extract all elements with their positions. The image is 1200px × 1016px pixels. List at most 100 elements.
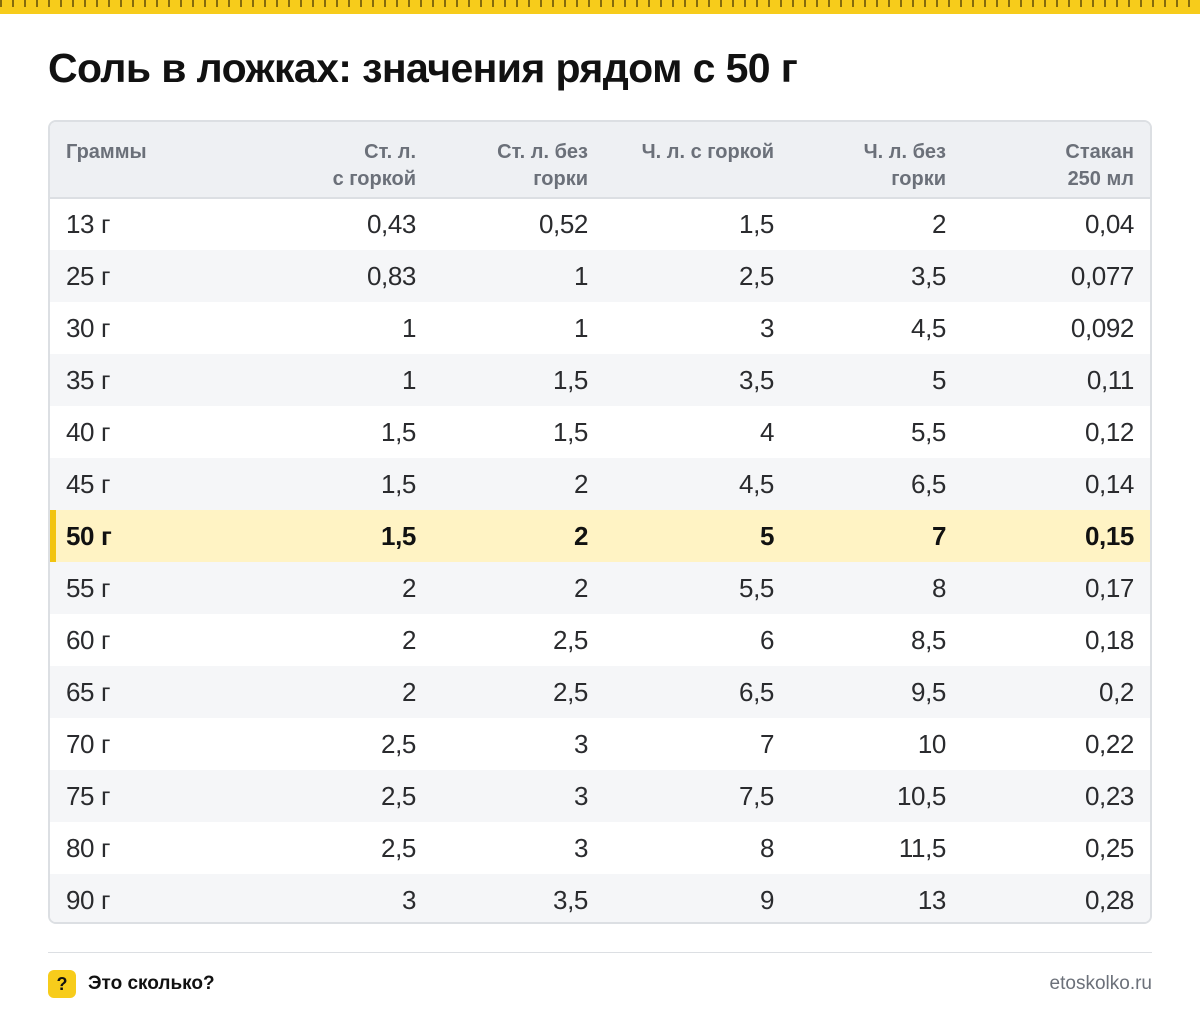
header-line: Граммы bbox=[66, 141, 147, 163]
value-cell: 0,17 bbox=[1084, 572, 1134, 603]
grams-cell: 13 г bbox=[66, 209, 111, 239]
value-cell: 6,5 bbox=[739, 676, 774, 707]
grams-cell: 50 г bbox=[50, 510, 236, 562]
table-row: 35 г 1 1,5 3,5 5 0,11 bbox=[50, 354, 1150, 406]
grams-cell: 60 г bbox=[66, 624, 111, 655]
value-cell: 0,22 bbox=[1084, 728, 1134, 759]
grams-cell: 65 г bbox=[66, 676, 111, 707]
grams-cell: 45 г bbox=[66, 468, 111, 499]
grams-cell: 40 г bbox=[66, 416, 111, 447]
table-row: 13 г 0,43 0,52 1,5 2 0,04 bbox=[50, 198, 1150, 250]
table-row: 90 г 3 3,5 9 13 0,28 bbox=[50, 874, 1150, 922]
value-cell: 0,14 bbox=[1084, 468, 1134, 499]
value-cell: 3 bbox=[573, 780, 588, 811]
value-cell: 1,5 bbox=[739, 209, 774, 239]
value-cell: 6,5 bbox=[911, 468, 946, 499]
value-cell: 9,5 bbox=[911, 676, 946, 707]
value-cell: 11,5 bbox=[898, 832, 946, 863]
grams-cell: 75 г bbox=[66, 780, 111, 811]
value-cell: 0,18 bbox=[1084, 624, 1134, 655]
brand: ? Это сколько? bbox=[48, 969, 215, 999]
value-cell: 2 bbox=[573, 572, 588, 603]
value-cell: 3 bbox=[573, 728, 588, 759]
value-cell: 3 bbox=[759, 312, 774, 343]
table-row: 60 г 2 2,5 6 8,5 0,18 bbox=[50, 614, 1150, 666]
grams-cell: 55 г bbox=[66, 572, 111, 603]
value-cell: 2,5 bbox=[381, 832, 416, 863]
header-line: горки bbox=[891, 168, 946, 190]
value-cell: 1 bbox=[573, 312, 588, 343]
column-header-glass-250ml: Стакан 250 мл bbox=[962, 122, 1150, 199]
value-cell: 2 bbox=[401, 572, 416, 603]
value-cell: 10,5 bbox=[896, 780, 946, 811]
value-cell: 0,15 bbox=[1084, 520, 1134, 551]
value-cell: 0,23 bbox=[1084, 780, 1134, 811]
value-cell: 2,5 bbox=[553, 624, 588, 655]
grams-cell: 30 г bbox=[66, 312, 111, 343]
value-cell: 1 bbox=[573, 260, 588, 291]
value-cell: 0,28 bbox=[1084, 884, 1134, 915]
value-cell: 7,5 bbox=[739, 780, 774, 811]
header-line: 250 мл bbox=[1067, 168, 1134, 190]
value-cell: 0,43 bbox=[366, 209, 416, 239]
header-line: Ст. л. без bbox=[497, 141, 588, 163]
value-cell: 3,5 bbox=[739, 364, 774, 395]
value-cell: 8 bbox=[931, 572, 946, 603]
value-cell: 0,2 bbox=[1099, 676, 1134, 707]
value-cell: 2 bbox=[573, 520, 588, 551]
column-header-teaspoon-heaped: Ч. л. с горкой bbox=[604, 122, 790, 199]
value-cell: 2 bbox=[573, 468, 588, 499]
value-cell: 0,04 bbox=[1084, 209, 1134, 239]
value-cell: 7 bbox=[931, 520, 946, 551]
brand-name: Это сколько? bbox=[88, 973, 215, 994]
value-cell: 0,12 bbox=[1084, 416, 1134, 447]
value-cell: 8 bbox=[759, 832, 774, 863]
header-row: Граммы Ст. л. с горкой Ст. л. без горки … bbox=[50, 122, 1150, 199]
value-cell: 5,5 bbox=[911, 416, 946, 447]
table-row: 80 г 2,5 3 8 11,5 0,25 bbox=[50, 822, 1150, 874]
value-cell: 5 bbox=[759, 520, 774, 551]
value-cell: 3,5 bbox=[911, 260, 946, 291]
value-cell: 10 bbox=[917, 728, 947, 759]
ruler-strip bbox=[0, 0, 1200, 14]
header-line: Ст. л. bbox=[364, 141, 416, 163]
question-mark-icon: ? bbox=[48, 970, 76, 998]
table-row-highlighted: 50 г 1,5 2 5 7 0,15 bbox=[50, 510, 1150, 562]
value-cell: 2,5 bbox=[381, 780, 416, 811]
header-line: Ч. л. с горкой bbox=[641, 141, 774, 163]
conversion-table-card: Граммы Ст. л. с горкой Ст. л. без горки … bbox=[48, 120, 1152, 924]
column-header-grams: Граммы bbox=[50, 122, 236, 199]
column-header-tablespoon-heaped: Ст. л. с горкой bbox=[236, 122, 432, 199]
column-header-tablespoon-level: Ст. л. без горки bbox=[432, 122, 604, 199]
value-cell: 2,5 bbox=[553, 676, 588, 707]
value-cell: 1,5 bbox=[553, 416, 588, 447]
header-line: Стакан bbox=[1065, 141, 1134, 163]
value-cell: 0,077 bbox=[1070, 260, 1134, 291]
value-cell: 4,5 bbox=[739, 468, 774, 499]
table-row: 70 г 2,5 3 7 10 0,22 bbox=[50, 718, 1150, 770]
table-row: 40 г 1,5 1,5 4 5,5 0,12 bbox=[50, 406, 1150, 458]
grams-cell: 70 г bbox=[66, 728, 111, 759]
table-row: 25 г 0,83 1 2,5 3,5 0,077 bbox=[50, 250, 1150, 302]
table-row: 65 г 2 2,5 6,5 9,5 0,2 bbox=[50, 666, 1150, 718]
value-cell: 1,5 bbox=[553, 364, 588, 395]
page-title: Соль в ложках: значения рядом с 50 г bbox=[48, 45, 798, 91]
value-cell: 0,11 bbox=[1086, 364, 1134, 395]
value-cell: 9 bbox=[759, 884, 774, 915]
value-cell: 1,5 bbox=[381, 416, 416, 447]
value-cell: 5 bbox=[931, 364, 946, 395]
value-cell: 3 bbox=[401, 884, 416, 915]
value-cell: 0,25 bbox=[1084, 832, 1134, 863]
value-cell: 1,5 bbox=[381, 520, 416, 551]
value-cell: 2,5 bbox=[739, 260, 774, 291]
table-row: 75 г 2,5 3 7,5 10,5 0,23 bbox=[50, 770, 1150, 822]
grams-cell: 25 г bbox=[66, 260, 111, 291]
site-url: etoskolko.ru bbox=[1049, 973, 1152, 994]
value-cell: 1,5 bbox=[381, 468, 416, 499]
value-cell: 7 bbox=[759, 728, 774, 759]
grams-cell: 35 г bbox=[66, 364, 111, 395]
value-cell: 3 bbox=[573, 832, 588, 863]
table-row: 45 г 1,5 2 4,5 6,5 0,14 bbox=[50, 458, 1150, 510]
column-header-teaspoon-level: Ч. л. без горки bbox=[790, 122, 962, 199]
header-line: с горкой bbox=[332, 168, 416, 190]
